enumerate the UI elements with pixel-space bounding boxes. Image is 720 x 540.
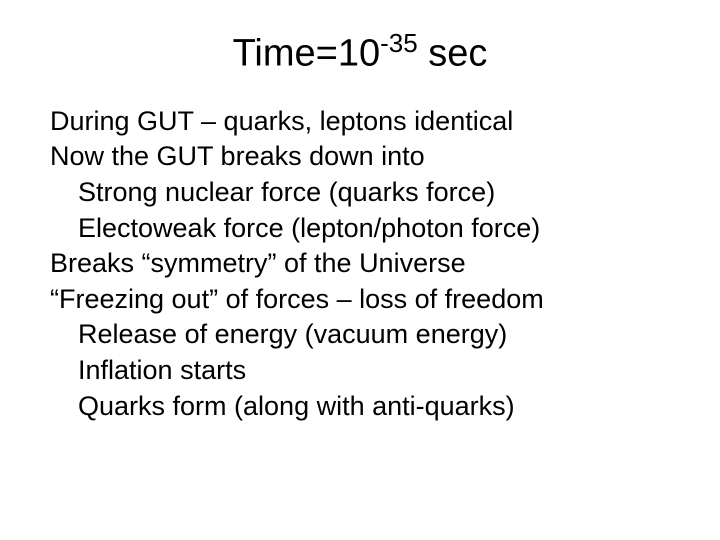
body-line: “Freezing out” of forces – loss of freed… xyxy=(50,282,670,318)
title-exponent: -35 xyxy=(380,28,418,58)
slide-body: During GUT – quarks, leptons identical N… xyxy=(50,104,670,425)
slide-title: Time=10-35 sec xyxy=(50,28,670,76)
body-line: Now the GUT breaks down into xyxy=(50,139,670,175)
body-line-indent: Release of energy (vacuum energy) xyxy=(50,317,670,353)
body-line-indent: Electoweak force (lepton/photon force) xyxy=(50,211,670,247)
title-suffix: sec xyxy=(418,33,488,75)
body-line-indent: Inflation starts xyxy=(50,353,670,389)
body-line: During GUT – quarks, leptons identical xyxy=(50,104,670,140)
body-line-indent: Quarks form (along with anti-quarks) xyxy=(50,389,670,425)
body-line: Breaks “symmetry” of the Universe xyxy=(50,246,670,282)
slide-container: Time=10-35 sec During GUT – quarks, lept… xyxy=(0,0,720,540)
title-prefix: Time=10 xyxy=(233,33,381,75)
body-line-indent: Strong nuclear force (quarks force) xyxy=(50,175,670,211)
